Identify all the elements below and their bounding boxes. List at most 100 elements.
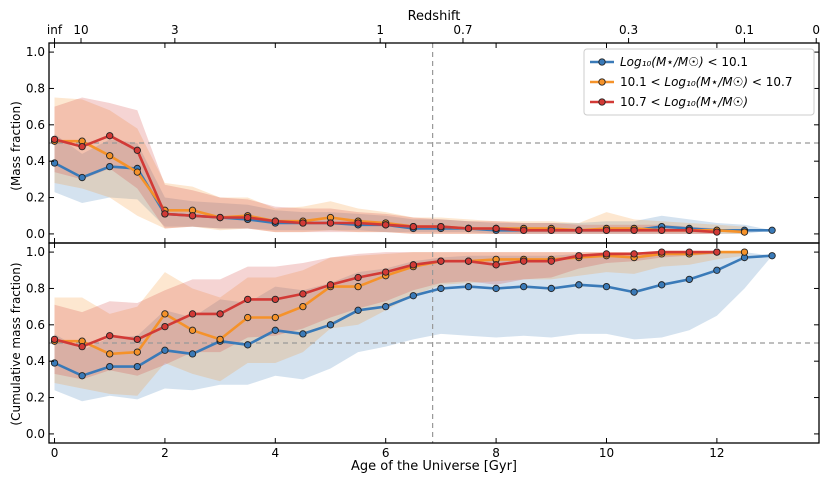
marker-bottom-series-2	[464, 257, 473, 265]
marker-bottom-series-2	[685, 248, 693, 256]
ytick-label-top: 0.2	[26, 191, 45, 205]
xtick-label: 0	[51, 446, 59, 460]
marker-top-series-2	[409, 222, 417, 231]
marker-bottom-series-1	[188, 326, 197, 334]
frame-bottom	[48, 242, 820, 444]
band-bottom-series-1	[54, 252, 745, 396]
marker-top-series-2	[133, 146, 141, 154]
marker-top-series-2	[382, 221, 390, 229]
marker-top-series-2	[492, 224, 500, 233]
marker-bottom-series-1	[354, 282, 362, 291]
legend-entry-label: Log₁₀(M⋆/M☉) < 10.1	[620, 55, 748, 69]
marker-bottom-series-2	[133, 335, 141, 344]
marker-bottom-series-2	[271, 295, 279, 304]
marker-bottom-series-2	[106, 332, 114, 340]
marker-top-series-2	[437, 222, 445, 231]
marker-bottom-series-0	[161, 346, 169, 354]
marker-top-series-0	[78, 173, 86, 182]
marker-bottom-series-0	[133, 362, 141, 371]
marker-top-series-1	[740, 228, 749, 236]
marker-top-series-2	[520, 226, 528, 234]
legend-entry-label: 10.7 < Log₁₀(M⋆/M☉)	[620, 95, 748, 109]
marker-bottom-series-2	[713, 248, 721, 256]
legend-swatch-marker	[598, 98, 606, 106]
marker-bottom-series-0	[464, 282, 473, 291]
line-bottom-series-1	[54, 250, 745, 356]
redshift-tick-label: 0.3	[619, 23, 638, 37]
marker-bottom-series-1	[271, 313, 279, 322]
xtick-label: 4	[271, 446, 279, 460]
marker-bottom-series-2	[658, 248, 666, 256]
marker-bottom-series-1	[216, 335, 224, 344]
marker-bottom-series-2	[547, 257, 555, 265]
marker-bottom-series-0	[602, 282, 611, 291]
marker-bottom-series-2	[520, 257, 528, 265]
redshift-tick-label: 0.7	[453, 23, 472, 37]
marker-bottom-series-1	[740, 248, 749, 256]
marker-bottom-series-2	[382, 268, 390, 276]
marker-top-series-2	[326, 219, 335, 227]
marker-top-series-2	[575, 226, 583, 234]
marker-top-series-2	[713, 228, 721, 236]
band-bottom-series-0	[54, 252, 773, 402]
marker-bottom-series-2	[161, 322, 169, 331]
marker-bottom-series-2	[354, 273, 362, 282]
marker-bottom-series-0	[188, 350, 197, 358]
marker-top-series-2	[299, 219, 307, 227]
redshift-tick-label: 0	[812, 23, 820, 37]
ytick-label-top: 0.0	[26, 227, 45, 241]
marker-top-series-2	[547, 226, 555, 234]
marker-bottom-series-0	[106, 362, 114, 371]
xtick-label: 2	[161, 446, 169, 460]
ytick-label-bottom: 0.2	[26, 391, 45, 405]
ytick-label-top: 0.4	[26, 154, 45, 168]
panel-top: 0.0 0.2 0.4 0.6 0.8 1.0	[26, 42, 820, 244]
marker-top-series-2	[78, 142, 86, 151]
marker-bottom-series-0	[78, 372, 86, 380]
marker-top-series-2	[50, 135, 59, 144]
marker-bottom-series-0	[768, 252, 776, 260]
band-top-series-0	[54, 133, 773, 234]
legend: Log₁₀(M⋆/M☉) < 10.1 10.1 < Log₁₀(M⋆/M☉) <…	[583, 48, 815, 116]
legend-swatch-marker	[598, 58, 606, 66]
marker-bottom-series-2	[78, 342, 86, 351]
ytick-label-top: 0.8	[26, 81, 45, 95]
marker-bottom-series-2	[492, 261, 500, 269]
marker-bottom-series-2	[437, 257, 445, 265]
bottom-panel-ylabel: (Cumulative mass fraction)	[9, 262, 23, 425]
redshift-tick-label: inf	[47, 23, 63, 37]
marker-top-series-2	[106, 132, 114, 140]
marker-bottom-series-2	[630, 250, 638, 258]
xtick-label: 12	[709, 446, 724, 460]
marker-bottom-series-0	[685, 275, 693, 284]
marker-top-series-2	[271, 217, 279, 225]
marker-bottom-series-0	[271, 326, 279, 334]
marker-top-series-2	[602, 226, 611, 234]
ytick-label-bottom: 0.0	[26, 427, 45, 441]
ytick-label-bottom: 0.4	[26, 354, 45, 368]
marker-bottom-series-1	[244, 313, 252, 322]
redshift-tick-label: 10	[73, 23, 88, 37]
marker-bottom-series-0	[658, 281, 666, 289]
xtick-label: 8	[492, 446, 500, 460]
marker-bottom-series-0	[244, 341, 252, 349]
top-axis-label: Redshift	[408, 9, 461, 24]
marker-bottom-series-0	[326, 321, 335, 329]
marker-bottom-series-1	[299, 302, 307, 311]
ytick-label-bottom: 0.6	[26, 318, 45, 332]
band-top-series-2	[54, 97, 717, 234]
marker-bottom-series-0	[575, 281, 583, 289]
redshift-tick-label: 0.1	[735, 23, 754, 37]
marker-top-series-2	[658, 226, 666, 234]
marker-bottom-series-2	[244, 295, 252, 304]
marker-bottom-series-0	[713, 266, 721, 274]
marker-top-series-2	[216, 213, 224, 222]
marker-bottom-series-2	[602, 250, 611, 258]
marker-bottom-series-0	[409, 292, 417, 300]
marker-top-series-0	[768, 226, 776, 234]
marker-bottom-series-2	[50, 335, 59, 344]
plot-area: 0.0 0.2 0.4 0.6 0.8 1.0 0.0 0.2 0.4 0.6 0.8 1.0 0 2 4 6…	[26, 23, 820, 460]
marker-bottom-series-0	[354, 306, 362, 314]
band-top-series-1	[54, 97, 745, 234]
